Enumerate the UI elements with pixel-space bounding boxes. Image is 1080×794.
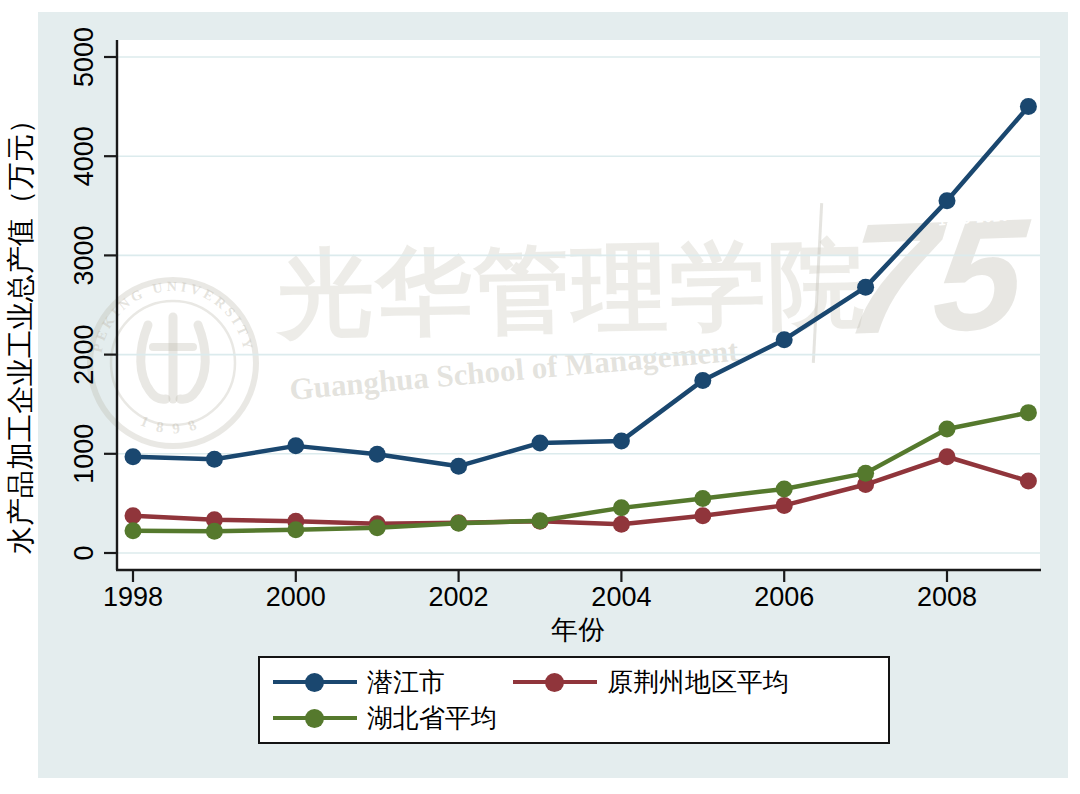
x-tick-label: 2008 bbox=[917, 582, 977, 612]
data-point bbox=[1020, 473, 1037, 490]
data-point bbox=[369, 519, 386, 536]
data-point bbox=[532, 512, 549, 529]
y-tick-label: 4000 bbox=[69, 126, 99, 186]
series-line bbox=[133, 107, 1028, 467]
x-tick-label: 2006 bbox=[754, 582, 814, 612]
data-point bbox=[613, 499, 630, 516]
data-point bbox=[369, 446, 386, 463]
data-point bbox=[857, 465, 874, 482]
data-point bbox=[776, 497, 793, 514]
legend-label: 原荆州地区平均 bbox=[607, 665, 789, 700]
data-point bbox=[939, 192, 956, 209]
legend-item: 湖北省平均 bbox=[273, 701, 513, 736]
y-tick-label: 1000 bbox=[69, 424, 99, 484]
x-tick-label: 2004 bbox=[591, 582, 651, 612]
data-point bbox=[125, 522, 142, 539]
x-axis-title: 年份 bbox=[551, 612, 605, 648]
figure-canvas: PEKING UNIVERSITY 1898 光华管理学院 Guanghua S… bbox=[0, 0, 1080, 794]
data-point bbox=[776, 481, 793, 498]
data-point bbox=[694, 372, 711, 389]
legend-label: 湖北省平均 bbox=[367, 701, 497, 736]
data-point bbox=[613, 432, 630, 449]
legend-swatch-icon bbox=[513, 672, 597, 692]
legend-label: 潜江市 bbox=[367, 665, 445, 700]
y-tick-label: 3000 bbox=[69, 225, 99, 285]
data-point bbox=[125, 507, 142, 524]
data-point bbox=[776, 331, 793, 348]
legend-item: 原荆州地区平均 bbox=[513, 665, 882, 700]
y-tick-label: 5000 bbox=[69, 27, 99, 87]
series-line bbox=[133, 413, 1028, 532]
data-point bbox=[694, 507, 711, 524]
data-point bbox=[206, 451, 223, 468]
legend-item: 潜江市 bbox=[273, 665, 513, 700]
legend-grid: 潜江市 原荆州地区平均湖北省平均 bbox=[260, 658, 888, 742]
data-point bbox=[450, 458, 467, 475]
data-point bbox=[287, 521, 304, 538]
data-point bbox=[694, 490, 711, 507]
data-point bbox=[857, 279, 874, 296]
legend-box: 潜江市 原荆州地区平均湖北省平均 bbox=[258, 656, 890, 744]
data-point bbox=[939, 421, 956, 438]
data-point bbox=[1020, 98, 1037, 115]
x-tick-label: 2000 bbox=[266, 582, 326, 612]
data-point bbox=[613, 516, 630, 533]
data-point bbox=[532, 434, 549, 451]
data-point bbox=[206, 523, 223, 540]
data-point bbox=[450, 515, 467, 532]
x-tick-label: 2002 bbox=[429, 582, 489, 612]
x-tick-label: 1998 bbox=[103, 582, 163, 612]
legend-swatch-icon bbox=[273, 708, 357, 728]
data-point bbox=[939, 448, 956, 465]
data-point bbox=[287, 437, 304, 454]
data-point bbox=[125, 448, 142, 465]
y-axis-title: 水产品加工企业工业总产值（万元） bbox=[2, 106, 40, 554]
legend-swatch-icon bbox=[273, 672, 357, 692]
y-tick-label: 2000 bbox=[69, 325, 99, 385]
y-tick-label: 0 bbox=[69, 545, 99, 560]
data-point bbox=[1020, 404, 1037, 421]
